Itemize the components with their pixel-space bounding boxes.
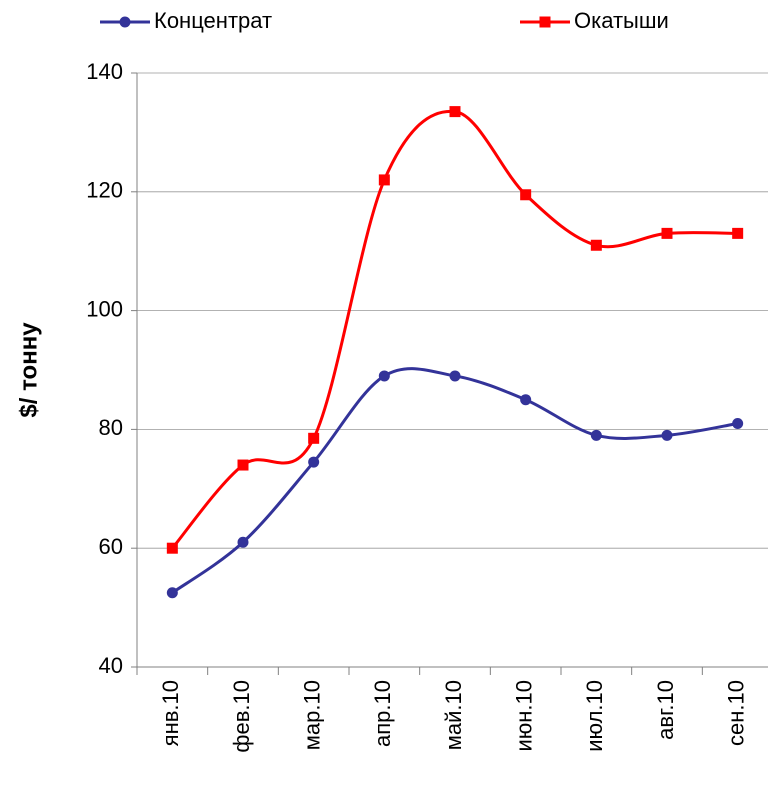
marker	[449, 106, 461, 118]
x-tick-label: авг.10	[653, 680, 678, 740]
x-tick-label: июл.10	[582, 680, 607, 752]
marker	[378, 174, 390, 186]
x-tick-label: июн.10	[511, 680, 536, 752]
x-tick-label: фев.10	[229, 680, 254, 753]
marker	[166, 542, 178, 554]
x-tick-label: мар.10	[299, 680, 324, 750]
y-tick-label: 80	[99, 415, 123, 440]
legend-label: Концентрат	[154, 8, 272, 33]
marker	[308, 456, 320, 468]
x-tick-label: май.10	[441, 680, 466, 750]
y-tick-label: 40	[99, 653, 123, 678]
marker	[732, 227, 744, 239]
marker	[237, 459, 249, 471]
x-tick-label: янв.10	[158, 680, 183, 746]
marker	[449, 370, 461, 382]
marker	[661, 429, 673, 441]
marker	[520, 394, 532, 406]
legend-label: Окатыши	[574, 8, 669, 33]
legend-marker	[119, 16, 131, 28]
marker	[661, 227, 673, 239]
series-line	[171, 109, 738, 550]
marker	[520, 189, 532, 201]
marker	[166, 587, 178, 599]
y-tick-label: 140	[86, 59, 123, 84]
marker	[237, 536, 249, 548]
y-axis-label: $/ тонну	[15, 322, 42, 418]
marker	[732, 417, 744, 429]
marker	[308, 432, 320, 444]
series-line	[171, 367, 738, 594]
marker	[590, 429, 602, 441]
x-tick-label: апр.10	[370, 680, 395, 747]
y-tick-label: 60	[99, 534, 123, 559]
x-tick-label: сен.10	[723, 680, 748, 746]
marker	[590, 239, 602, 251]
legend-marker	[539, 16, 551, 28]
y-tick-label: 100	[86, 296, 123, 321]
marker	[378, 370, 390, 382]
y-tick-label: 120	[86, 178, 123, 203]
